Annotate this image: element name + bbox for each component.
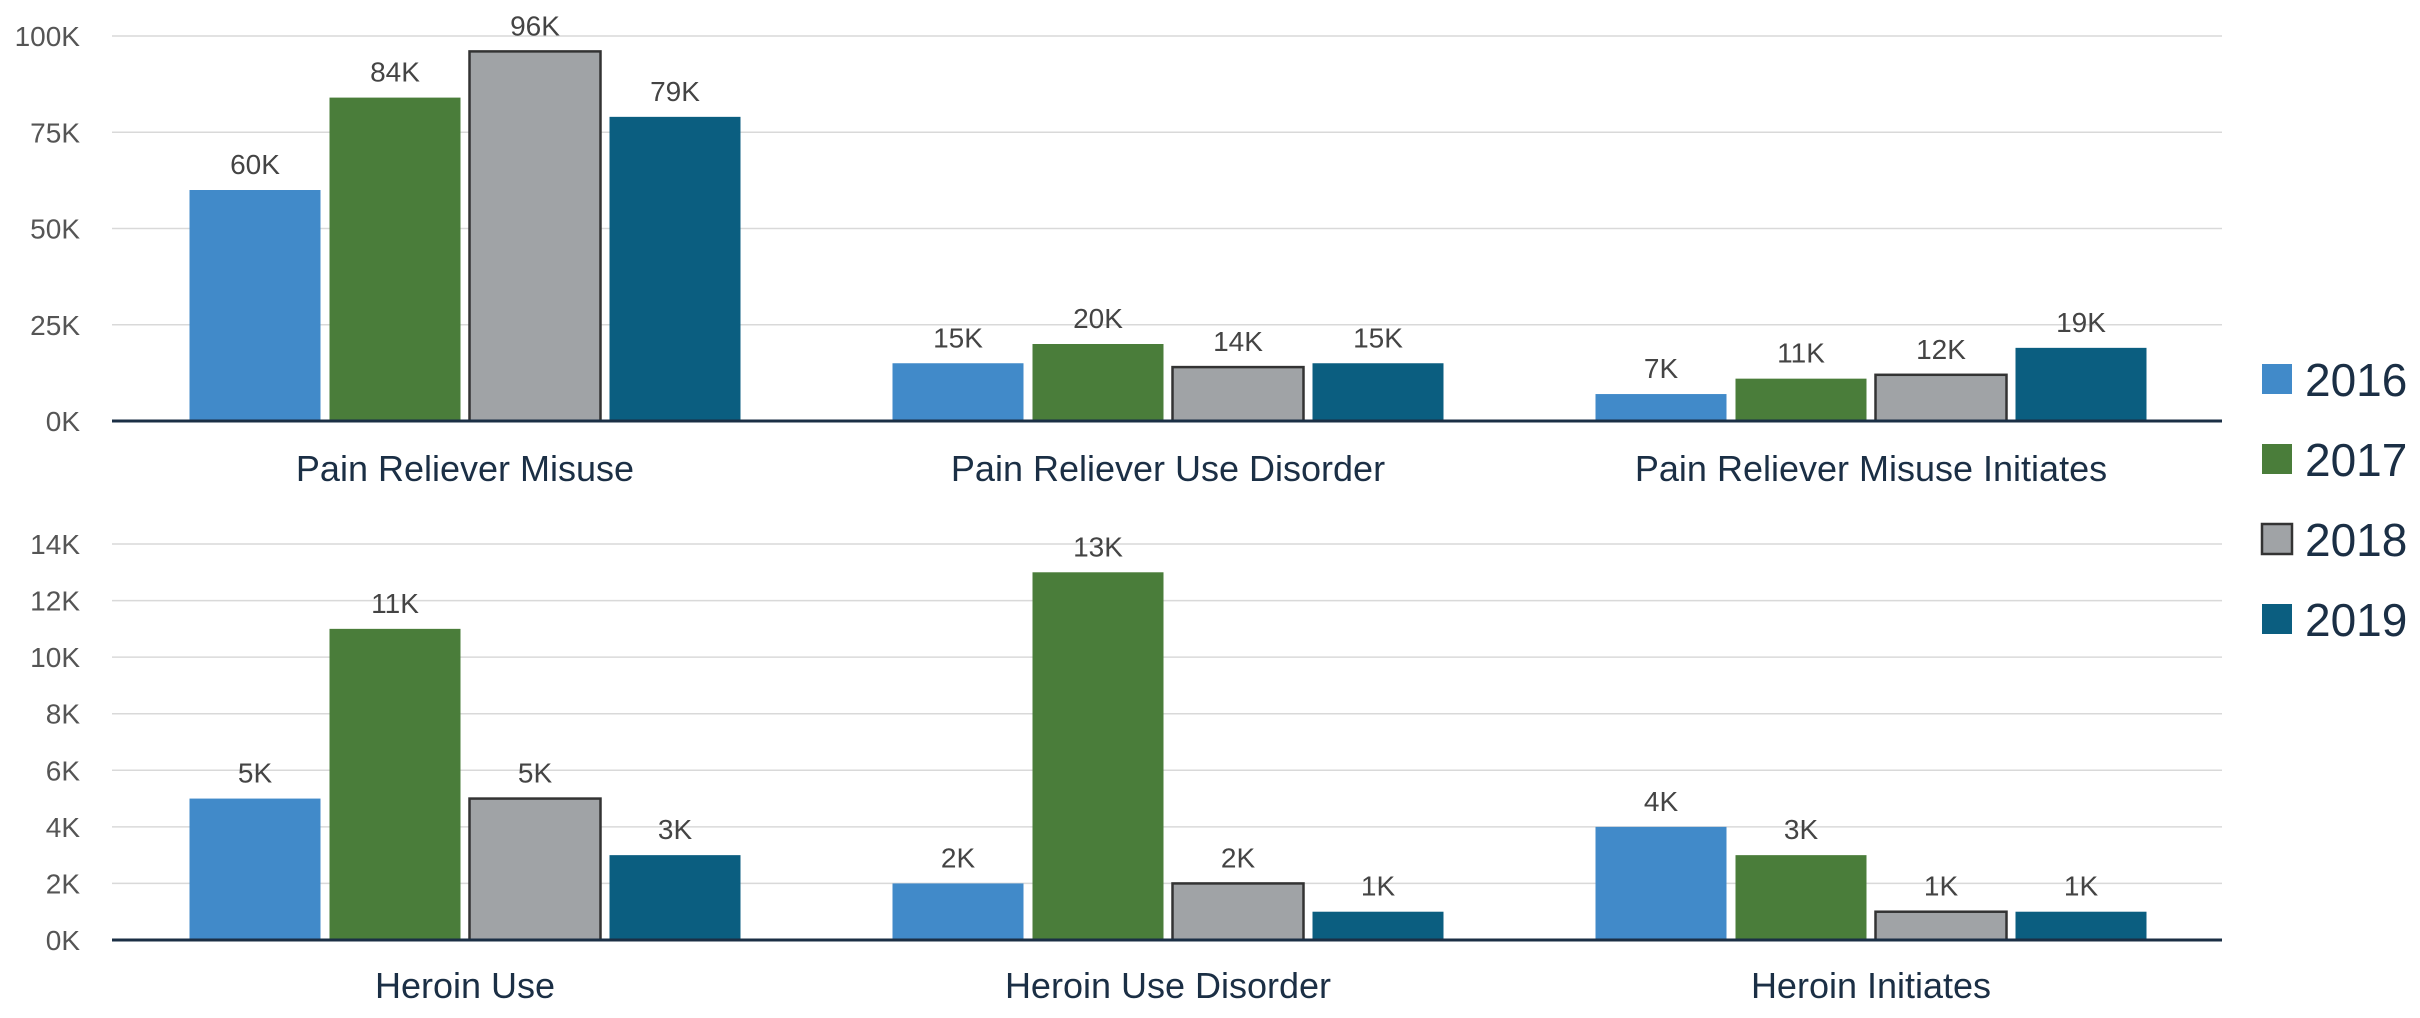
bar bbox=[2015, 911, 2147, 940]
bar bbox=[1874, 373, 2008, 423]
y-tick-label: 75K bbox=[30, 117, 80, 148]
data-label: 1K bbox=[1361, 871, 1396, 902]
bar bbox=[1032, 344, 1164, 421]
bar bbox=[2015, 347, 2147, 421]
data-label: 12K bbox=[1916, 334, 1966, 365]
data-label: 1K bbox=[2064, 871, 2099, 902]
y-tick-label: 4K bbox=[46, 812, 81, 843]
y-tick-label: 100K bbox=[15, 21, 81, 52]
y-tick-label: 2K bbox=[46, 868, 81, 899]
legend-label: 2019 bbox=[2305, 594, 2407, 646]
data-label: 2K bbox=[941, 842, 976, 873]
data-label: 4K bbox=[1644, 786, 1679, 817]
bar bbox=[1032, 572, 1164, 940]
legend-label: 2017 bbox=[2305, 434, 2407, 486]
bar bbox=[892, 363, 1024, 421]
bar bbox=[1171, 882, 1305, 942]
data-label: 3K bbox=[1784, 814, 1819, 845]
category-label: Pain Reliever Use Disorder bbox=[951, 448, 1385, 489]
data-label: 79K bbox=[650, 76, 700, 107]
category-label: Heroin Use Disorder bbox=[1005, 965, 1331, 1006]
y-tick-label: 14K bbox=[30, 529, 80, 560]
bar bbox=[468, 50, 602, 423]
y-tick-label: 6K bbox=[46, 755, 81, 786]
legend-swatch bbox=[2262, 444, 2292, 474]
legend-label: 2018 bbox=[2305, 514, 2407, 566]
y-tick-label: 50K bbox=[30, 214, 80, 245]
data-label: 2K bbox=[1221, 842, 1256, 873]
y-tick-label: 0K bbox=[46, 925, 81, 956]
bar bbox=[189, 190, 321, 421]
bar bbox=[1595, 826, 1727, 940]
data-label: 60K bbox=[230, 149, 280, 180]
bar bbox=[468, 797, 602, 942]
legend-swatch bbox=[2262, 604, 2292, 634]
data-label: 5K bbox=[518, 758, 553, 789]
data-label: 11K bbox=[1777, 338, 1825, 369]
bar bbox=[1874, 910, 2008, 942]
data-label: 11K bbox=[371, 588, 419, 619]
bar bbox=[189, 798, 321, 940]
bar bbox=[329, 97, 461, 421]
data-label: 7K bbox=[1644, 353, 1679, 384]
bar bbox=[609, 116, 741, 421]
bar bbox=[1312, 911, 1444, 940]
category-label: Pain Reliever Misuse bbox=[296, 448, 634, 489]
data-label: 14K bbox=[1213, 326, 1263, 357]
data-label: 15K bbox=[933, 322, 983, 353]
data-label: 84K bbox=[370, 57, 420, 88]
data-label: 19K bbox=[2056, 307, 2106, 338]
bar bbox=[1735, 855, 1867, 940]
bar bbox=[1735, 378, 1867, 421]
y-tick-label: 12K bbox=[30, 586, 80, 617]
data-label: 3K bbox=[658, 814, 693, 845]
data-label: 15K bbox=[1353, 322, 1403, 353]
bar bbox=[1312, 363, 1444, 421]
y-tick-label: 10K bbox=[30, 642, 80, 673]
y-tick-label: 8K bbox=[46, 699, 81, 730]
bar bbox=[329, 628, 461, 940]
data-label: 96K bbox=[510, 10, 560, 41]
bar bbox=[609, 855, 741, 940]
legend-swatch bbox=[2262, 364, 2292, 394]
y-tick-label: 25K bbox=[30, 310, 80, 341]
legend-label: 2016 bbox=[2305, 354, 2407, 406]
bar bbox=[1595, 394, 1727, 421]
legend-swatch bbox=[2260, 522, 2294, 556]
category-label: Pain Reliever Misuse Initiates bbox=[1635, 448, 2107, 489]
bar bbox=[1171, 365, 1305, 423]
data-label: 1K bbox=[1924, 871, 1959, 902]
data-label: 20K bbox=[1073, 303, 1123, 334]
bar bbox=[892, 883, 1024, 940]
category-label: Heroin Initiates bbox=[1751, 965, 1991, 1006]
data-label: 5K bbox=[238, 758, 273, 789]
data-label: 13K bbox=[1073, 531, 1123, 562]
y-tick-label: 0K bbox=[46, 406, 81, 437]
category-label: Heroin Use bbox=[375, 965, 555, 1006]
